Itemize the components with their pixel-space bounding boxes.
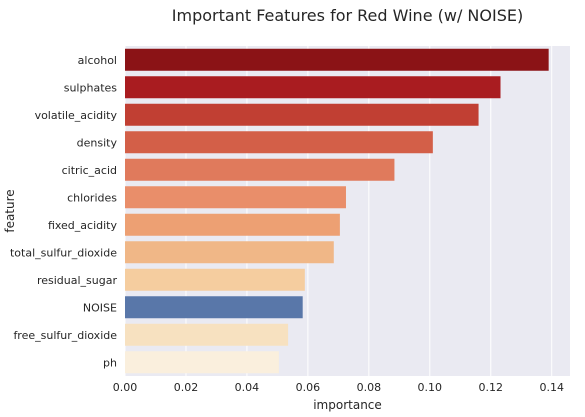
bar-chlorides	[125, 186, 346, 208]
x-tick-label: 0.06	[296, 381, 321, 394]
y-tick-label: total_sulfur_dioxide	[10, 246, 117, 259]
bar-alcohol	[125, 49, 549, 71]
x-tick-label: 0.10	[418, 381, 443, 394]
bar-total-sulfur-dioxide	[125, 241, 334, 263]
y-tick-label: chlorides	[67, 191, 117, 204]
bar-citric-acid	[125, 159, 394, 181]
bar-volatile-acidity	[125, 104, 479, 126]
y-tick-label: volatile_acidity	[35, 109, 118, 122]
x-tick-label: 0.12	[479, 381, 504, 394]
x-tick-label: 0.02	[174, 381, 199, 394]
bar-residual-sugar	[125, 269, 305, 291]
y-axis-label: feature	[3, 189, 17, 232]
x-axis-label: importance	[313, 398, 382, 412]
x-tick-label: 0.04	[235, 381, 260, 394]
bar-noise	[125, 296, 303, 318]
y-tick-label: ph	[103, 356, 117, 369]
x-tick-label: 0.00	[113, 381, 138, 394]
x-tick-label: 0.14	[539, 381, 564, 394]
y-tick-label: citric_acid	[62, 164, 117, 177]
y-tick-label: density	[77, 136, 118, 149]
y-tick-label: fixed_acidity	[48, 219, 118, 232]
x-tick-label: 0.08	[357, 381, 382, 394]
y-tick-label: residual_sugar	[37, 274, 118, 287]
bar-ph	[125, 351, 279, 373]
bar-fixed-acidity	[125, 214, 340, 236]
bar-sulphates	[125, 76, 501, 98]
y-tick-label: free_sulfur_dioxide	[13, 329, 117, 342]
y-tick-label: alcohol	[78, 54, 117, 67]
y-tick-label: sulphates	[64, 81, 118, 94]
y-tick-label: NOISE	[83, 301, 117, 314]
bar-free-sulfur-dioxide	[125, 324, 288, 346]
bar-density	[125, 131, 433, 153]
